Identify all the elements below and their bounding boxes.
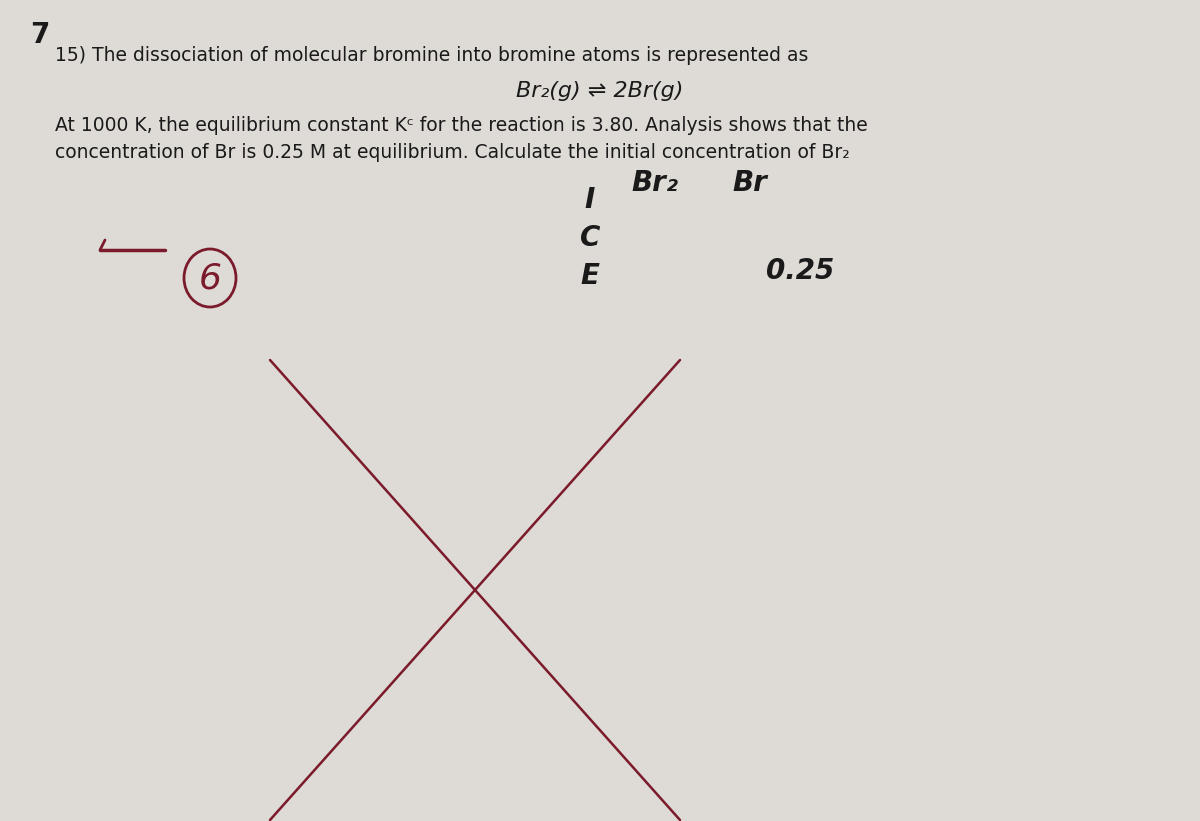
Text: 15) The dissociation of molecular bromine into bromine atoms is represented as: 15) The dissociation of molecular bromin…	[55, 46, 809, 65]
Text: C: C	[580, 224, 600, 252]
Text: Br₂(g) ⇌ 2Br(g): Br₂(g) ⇌ 2Br(g)	[516, 81, 684, 101]
Text: Br: Br	[733, 169, 767, 197]
Text: I: I	[584, 186, 595, 214]
Text: E: E	[581, 262, 600, 290]
Text: 0.25: 0.25	[766, 257, 834, 285]
Text: Br₂: Br₂	[631, 169, 678, 197]
Text: 7: 7	[30, 21, 49, 49]
Text: concentration of Br is 0.25 M at equilibrium. Calculate the initial concentratio: concentration of Br is 0.25 M at equilib…	[55, 143, 850, 162]
Text: 6: 6	[198, 261, 222, 295]
Text: At 1000 K, the equilibrium constant Kᶜ for the reaction is 3.80. Analysis shows : At 1000 K, the equilibrium constant Kᶜ f…	[55, 116, 868, 135]
